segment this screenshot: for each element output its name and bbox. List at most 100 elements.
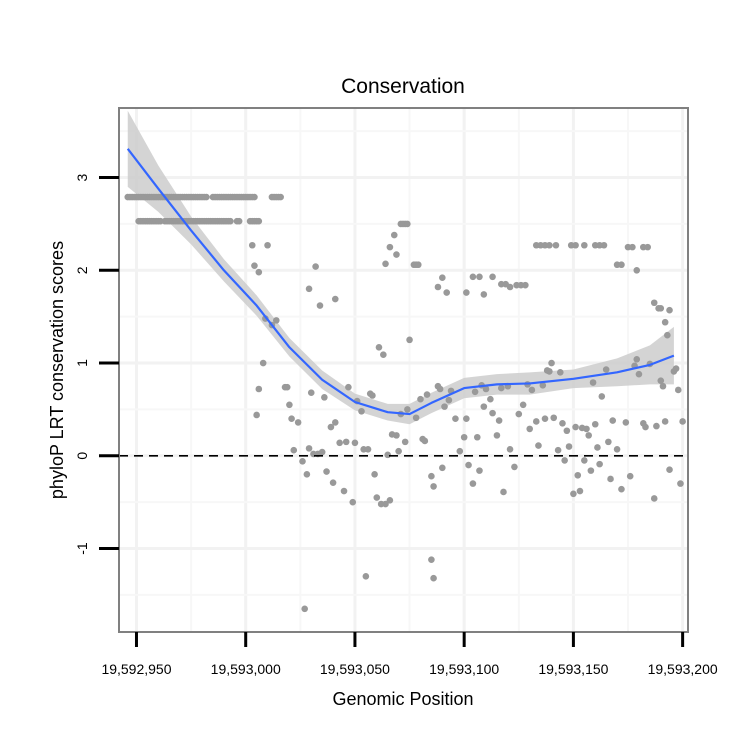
data-point [653,422,660,430]
data-point [528,386,536,394]
data-point [421,437,429,445]
data-point [666,306,673,314]
data-point [253,411,260,419]
data-point [404,220,411,228]
data-point [548,359,555,367]
data-point [235,217,243,225]
data-point [272,317,280,324]
data-point [506,445,514,453]
data-point [559,420,566,427]
data-point [456,447,464,455]
data-point [526,425,534,433]
data-point [283,383,291,391]
data-point [404,406,411,413]
data-point [428,472,435,480]
data-point [563,427,571,435]
data-point [471,388,479,396]
data-point [532,418,540,425]
data-point [659,382,667,390]
data-point [672,365,680,372]
data-point [664,331,671,339]
data-point [482,385,490,393]
y-tick-label: -1 [74,542,90,555]
data-point [469,273,477,281]
data-point [384,451,392,459]
data-point [556,369,564,376]
data-point [312,263,319,270]
data-point [375,343,383,351]
data-point [277,193,284,201]
data-point [395,447,402,455]
data-point [677,480,684,487]
data-point [412,414,420,422]
data-point [382,260,389,268]
data-point [550,414,558,422]
y-tick-label: 0 [74,452,90,460]
data-point [618,485,625,493]
data-point [434,283,442,291]
data-point [613,445,621,453]
data-point [650,495,658,502]
data-point [439,274,446,282]
plot-panel-border [118,107,689,633]
data-point [465,461,472,469]
data-point [679,418,686,425]
data-point [561,457,568,464]
data-point [605,438,612,446]
data-point [581,457,588,464]
data-point [629,243,636,251]
data-point [452,415,459,422]
data-point [546,368,553,375]
data-point [373,494,381,501]
chart-title: Conservation [341,75,465,98]
data-point [406,336,413,344]
data-point [251,262,258,269]
data-point [390,231,398,239]
data-point [644,243,651,251]
data-point [393,251,400,258]
data-point [552,241,560,249]
data-point [286,401,293,409]
data-point [489,273,496,281]
data-point [463,289,470,296]
data-point [327,423,335,431]
data-point [642,423,649,431]
x-tick-label: 19,593,000 [211,661,281,677]
data-point [657,377,665,384]
data-point [554,446,562,454]
data-point [299,458,306,465]
data-point [498,384,505,392]
data-point [251,193,258,201]
y-axis-ticks: -1 0 1 2 3 [74,173,119,555]
data-point [602,366,610,373]
data-point [618,261,625,269]
data-point [436,385,444,393]
data-point [321,394,328,401]
data-point [674,386,682,394]
data-point [382,500,389,508]
data-point [539,382,547,389]
data-point [574,471,582,479]
data-point [650,299,658,307]
data-point [598,393,606,400]
data-point [460,433,468,441]
data-point [303,471,311,478]
data-point [386,243,394,251]
data-point [301,605,308,613]
data-points [124,193,686,613]
data-point [445,396,453,404]
data-point [393,432,400,439]
data-point [515,410,523,418]
data-point [345,383,352,391]
data-point [340,487,348,495]
y-axis-label: phyloP LRT conservation scores [47,241,67,499]
data-point [362,573,370,580]
x-axis-label: Genomic Position [332,689,473,709]
data-point [358,407,365,415]
data-point [587,467,595,474]
data-point [500,488,507,496]
data-point [248,241,256,249]
data-point [430,483,437,490]
data-point [463,415,470,422]
data-point [342,438,350,446]
